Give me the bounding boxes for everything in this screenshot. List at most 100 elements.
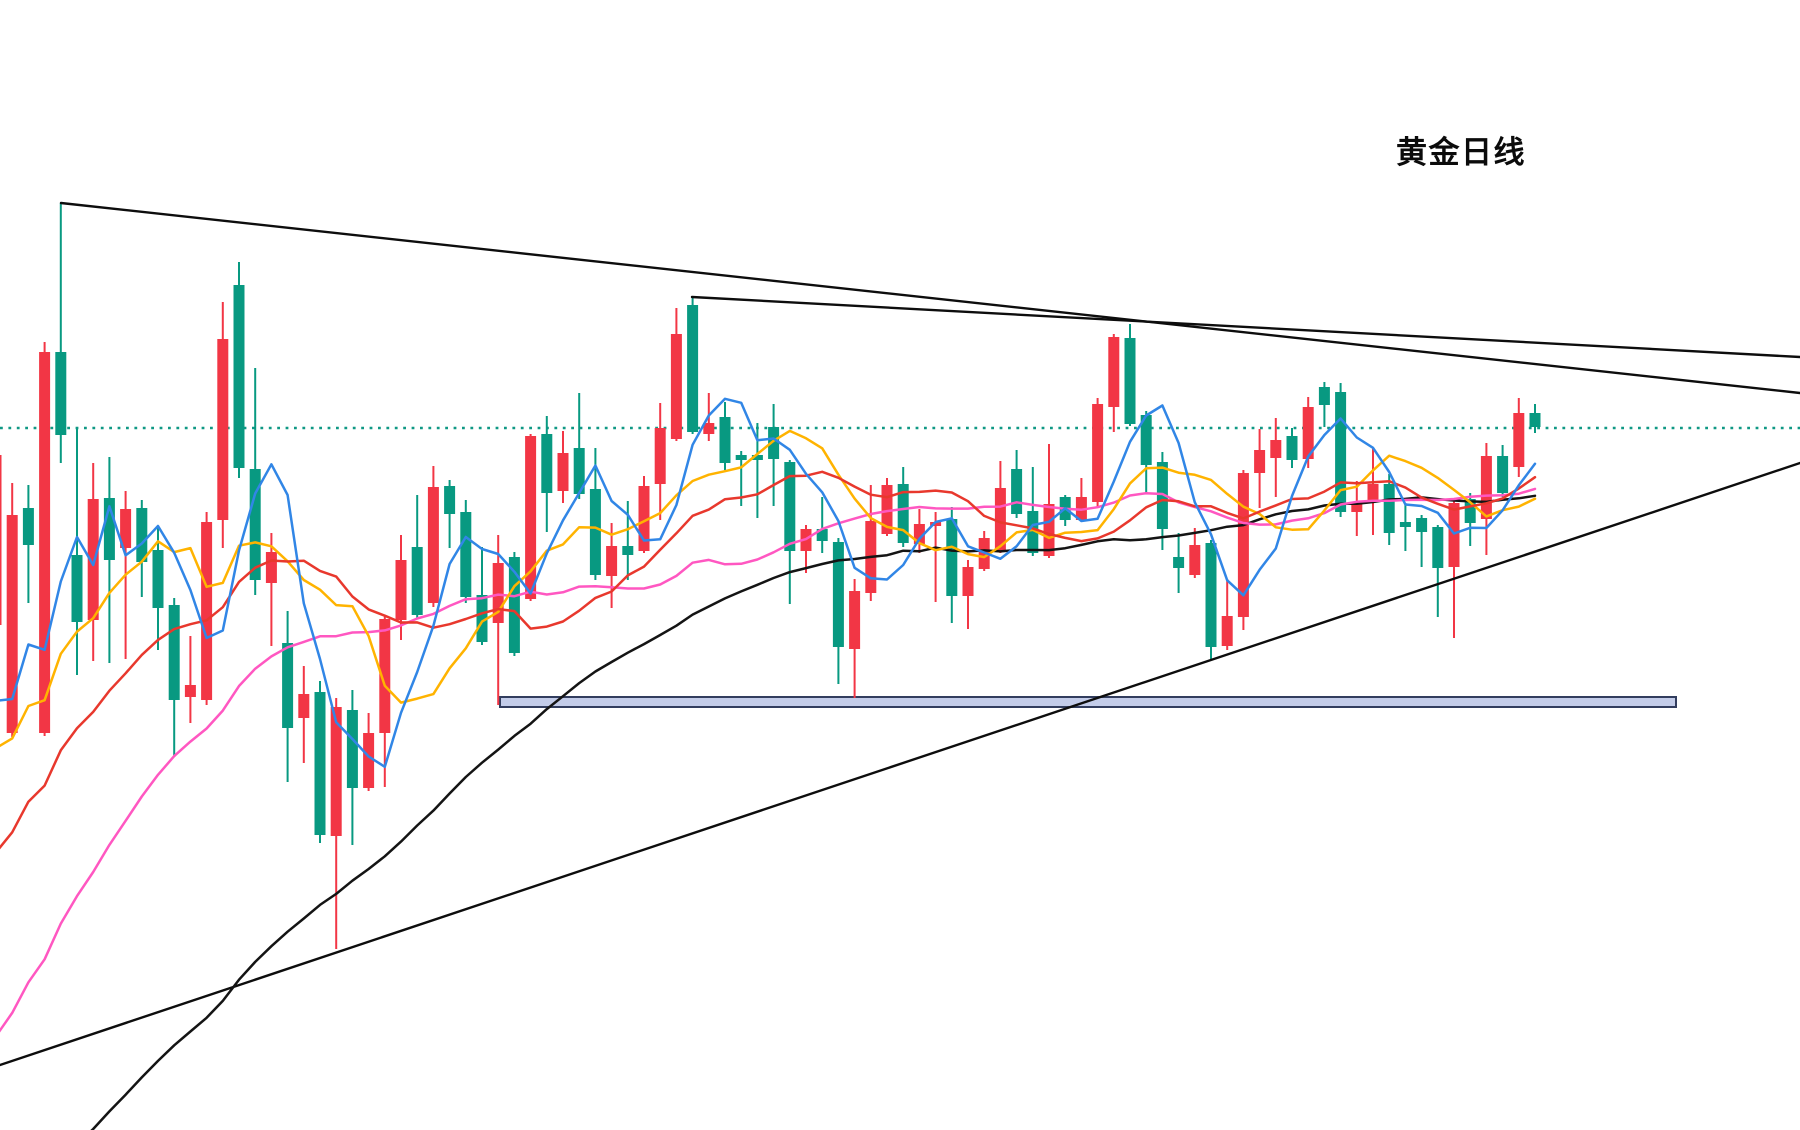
candle [557,431,569,503]
ma-slowmid-line [0,470,1537,850]
candle [492,535,504,705]
candle [573,393,585,499]
candles [0,203,1541,949]
candle [687,297,699,434]
candle-body [1464,499,1476,523]
candle-body [1156,462,1168,529]
candle [913,509,925,553]
candle [849,579,861,698]
candle-body [1043,504,1055,556]
candle [1124,324,1136,426]
candle-body [1221,616,1233,646]
candle [136,500,148,597]
candle [946,507,958,623]
candle [1043,444,1055,558]
candle [460,500,472,603]
candle [476,547,488,645]
candle [55,203,67,463]
candle [1351,481,1363,536]
candle-body [1173,557,1185,568]
ma-long-line [0,487,1537,1033]
candle [1011,450,1023,518]
candle-body [1237,473,1249,617]
candle [541,416,553,532]
candle-body [1011,469,1023,514]
candle-body [1480,456,1492,519]
candle-body [784,462,796,551]
candle-body [930,522,942,526]
candle-body [946,519,958,596]
candle-body [1432,527,1444,568]
candle-body [1399,522,1411,527]
candle [832,538,844,684]
candle [152,528,164,650]
candle-body [395,560,407,620]
ma-fast-line [0,397,1537,769]
candle-body [1108,337,1120,407]
candle-body [897,484,909,543]
candle-body [849,591,861,649]
candle-body [508,557,520,653]
candle [444,480,456,548]
candle-body [120,509,132,548]
candle-body [1254,450,1266,473]
candle-body [768,427,780,459]
candle [865,485,877,601]
candle-body [184,685,196,697]
candle-body [476,595,488,642]
candle [1189,528,1201,578]
candle-body [460,512,472,597]
candle [1108,334,1120,432]
candle [670,308,682,441]
candle-body [735,455,747,460]
candle [1254,429,1266,508]
candle-body [1140,415,1152,465]
candle-body [1092,404,1104,502]
candle-body [152,550,164,608]
candle [1075,478,1087,522]
candle-body [217,339,229,520]
candle [1318,382,1330,427]
ma-mid-line [0,429,1537,748]
candle [1383,474,1395,545]
candle-body [1497,456,1509,493]
candle [39,342,51,736]
candle-body [1529,413,1541,427]
candle [654,403,666,520]
candle-body [492,563,504,623]
candle-body [913,524,925,544]
candle-body [832,542,844,647]
candle-body [1027,511,1039,553]
candle [330,698,342,949]
candle [800,525,812,573]
candle [962,560,974,629]
candle-body [703,423,715,434]
candle-body [168,605,180,700]
candle-body [346,710,358,788]
candle-body [233,285,245,468]
candle [508,552,520,656]
candle-body [1270,440,1282,458]
candle [249,368,261,595]
candle [0,455,2,625]
candle [346,690,358,845]
candle [784,460,796,604]
candle-body [1124,338,1136,424]
candle [71,429,83,675]
candle [589,448,601,580]
candle [1221,579,1233,650]
candle [1140,411,1152,494]
candle [1399,503,1411,551]
candle [1480,443,1492,555]
candle-body [249,469,261,580]
candle [1497,445,1509,497]
moving-averages [0,397,1537,1130]
candle-body [298,694,310,718]
candle [411,495,423,618]
candle [930,512,942,602]
candle [1286,428,1298,468]
candle-body [994,488,1006,551]
candle-body [1302,407,1314,459]
candle-body [314,692,326,835]
